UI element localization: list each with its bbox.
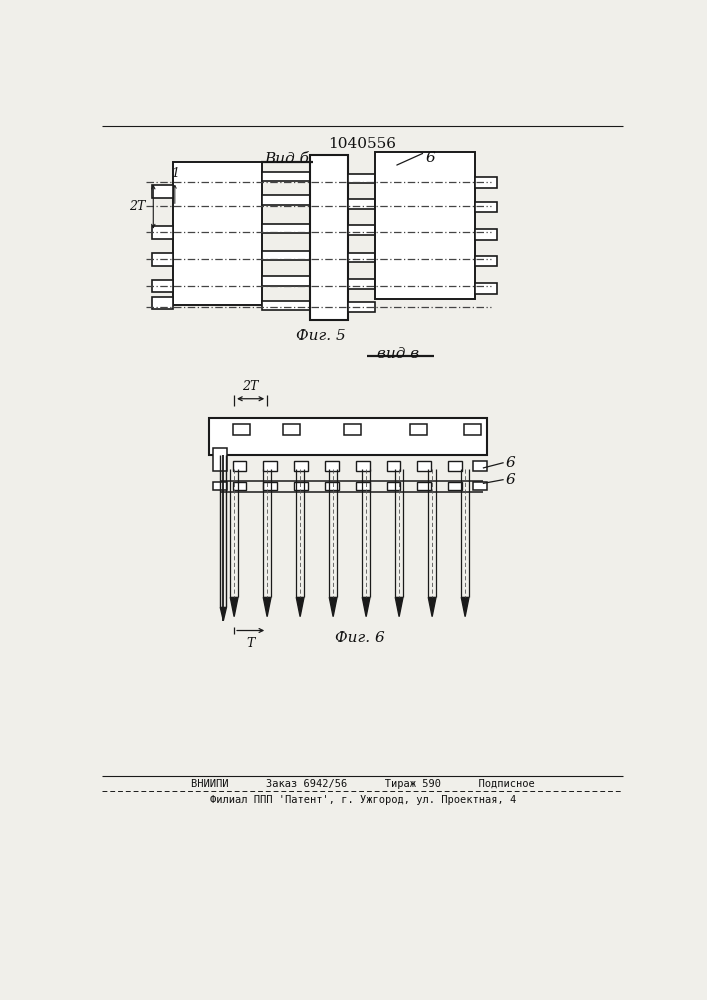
- Text: 6: 6: [425, 151, 435, 165]
- Bar: [417, 482, 431, 490]
- Bar: [475, 177, 497, 188]
- Bar: [417, 461, 431, 471]
- Bar: [152, 253, 173, 266]
- Bar: [475, 229, 497, 240]
- Bar: [264, 461, 277, 471]
- Bar: [356, 482, 370, 490]
- Text: Фиг. 5: Фиг. 5: [296, 329, 346, 343]
- Bar: [310, 155, 348, 320]
- Text: 2Т: 2Т: [129, 200, 146, 213]
- Bar: [448, 482, 462, 490]
- Text: ВНИИПИ      Заказ 6942/56      Тираж 590      Подписное: ВНИИПИ Заказ 6942/56 Тираж 590 Подписное: [191, 779, 534, 789]
- Bar: [283, 424, 300, 435]
- Bar: [356, 461, 370, 471]
- Bar: [152, 280, 173, 292]
- Polygon shape: [263, 597, 271, 617]
- Bar: [387, 461, 400, 471]
- Text: 6: 6: [506, 473, 515, 487]
- Bar: [325, 482, 339, 490]
- Bar: [214, 482, 227, 490]
- Bar: [387, 482, 400, 490]
- Polygon shape: [230, 597, 238, 617]
- Bar: [348, 302, 375, 312]
- Polygon shape: [296, 597, 304, 617]
- Bar: [262, 276, 310, 286]
- Text: 2Т: 2Т: [243, 380, 259, 393]
- Text: Фиг. 6: Фиг. 6: [335, 631, 385, 645]
- Bar: [233, 461, 247, 471]
- Bar: [262, 301, 310, 310]
- Text: 1: 1: [171, 167, 179, 180]
- Polygon shape: [329, 597, 337, 617]
- Polygon shape: [428, 597, 436, 617]
- Bar: [475, 256, 497, 266]
- Text: вид в: вид в: [377, 347, 419, 361]
- Text: Т: Т: [247, 637, 255, 650]
- Bar: [209, 418, 486, 455]
- Bar: [473, 482, 486, 490]
- Bar: [348, 279, 375, 289]
- Bar: [348, 199, 375, 209]
- Bar: [262, 224, 310, 233]
- Bar: [348, 174, 375, 183]
- Bar: [152, 185, 173, 198]
- Bar: [475, 202, 497, 212]
- Bar: [173, 162, 262, 305]
- Polygon shape: [395, 597, 403, 617]
- Polygon shape: [461, 597, 469, 617]
- Bar: [409, 424, 426, 435]
- Bar: [152, 297, 173, 309]
- Bar: [375, 152, 475, 299]
- Text: 6: 6: [506, 456, 515, 470]
- Text: 1040556: 1040556: [328, 137, 396, 151]
- Bar: [262, 251, 310, 260]
- Bar: [448, 461, 462, 471]
- Bar: [348, 253, 375, 262]
- Bar: [473, 461, 486, 471]
- Bar: [294, 461, 308, 471]
- Bar: [325, 461, 339, 471]
- Bar: [348, 225, 375, 235]
- Bar: [233, 482, 247, 490]
- Bar: [262, 195, 310, 205]
- Bar: [214, 448, 227, 471]
- Polygon shape: [362, 597, 370, 617]
- Bar: [464, 424, 481, 435]
- Bar: [233, 424, 250, 435]
- Bar: [152, 226, 173, 239]
- Bar: [262, 172, 310, 181]
- Bar: [344, 424, 361, 435]
- Text: Вид б: Вид б: [264, 152, 309, 166]
- Text: Филиал ППП 'Патент', г. Ужгород, ул. Проектная, 4: Филиал ППП 'Патент', г. Ужгород, ул. Про…: [209, 795, 516, 805]
- Bar: [264, 482, 277, 490]
- Polygon shape: [221, 607, 226, 620]
- Bar: [294, 482, 308, 490]
- Bar: [475, 283, 497, 294]
